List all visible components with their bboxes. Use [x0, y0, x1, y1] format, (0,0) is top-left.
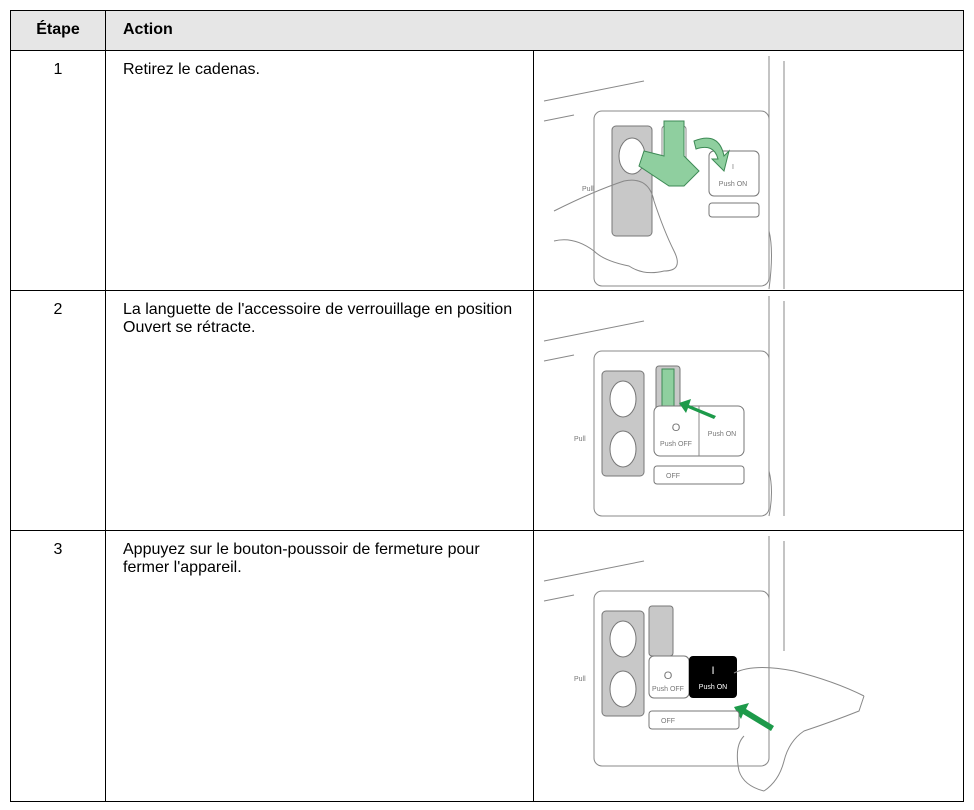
- illustration-label: O: [672, 422, 681, 434]
- illustration-label: Pull: [582, 186, 594, 193]
- illustration-label: I: [711, 665, 714, 677]
- step-cell: 2: [10, 290, 106, 531]
- illustration: I Push ON Pull: [543, 56, 785, 290]
- illustration-label: O: [664, 670, 673, 682]
- illustration-label: I: [732, 164, 734, 171]
- illustration-label: OFF: [666, 473, 680, 480]
- step-cell: 1: [10, 50, 106, 291]
- illustration-label: Push ON: [719, 181, 747, 188]
- image-cell: Pull O Push OFF Push ON OFF: [533, 290, 964, 531]
- action-cell: Retirez le cadenas.: [105, 50, 534, 291]
- illustration-label: Push ON: [708, 431, 736, 438]
- image-cell: I Push ON Pull: [533, 50, 964, 291]
- step-cell: 3: [10, 530, 106, 802]
- illustration-label: Pull: [574, 676, 586, 683]
- illustration: Pull O Push OFF Push ON OFF: [543, 296, 785, 517]
- image-cell: Pull O Push OFF I Push ON OFF: [533, 530, 964, 802]
- header-cell: Étape: [10, 10, 106, 51]
- action-cell: La languette de l'accessoire de verrouil…: [105, 290, 534, 531]
- action-cell: Appuyez sur le bouton-poussoir de fermet…: [105, 530, 534, 802]
- illustration-label: Push OFF: [652, 686, 684, 693]
- illustration-label: Push ON: [699, 684, 727, 691]
- illustration: Pull O Push OFF I Push ON OFF: [543, 536, 865, 792]
- illustration-label: Push OFF: [660, 441, 692, 448]
- header-cell: Action: [105, 10, 964, 51]
- illustration-label: OFF: [661, 718, 675, 725]
- illustration-label: Pull: [574, 436, 586, 443]
